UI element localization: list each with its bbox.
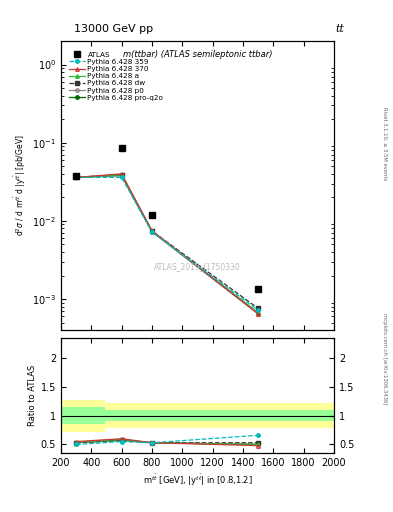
- X-axis label: m$^{t\bar{t}}$ [GeV], |y$^{t\bar{t}}$| in [0.8,1.2]: m$^{t\bar{t}}$ [GeV], |y$^{t\bar{t}}$| i…: [143, 472, 252, 488]
- Text: m(ttbar) (ATLAS semileptonic ttbar): m(ttbar) (ATLAS semileptonic ttbar): [123, 50, 272, 59]
- Legend: ATLAS, Pythia 6.428 359, Pythia 6.428 370, Pythia 6.428 a, Pythia 6.428 dw, Pyth: ATLAS, Pythia 6.428 359, Pythia 6.428 37…: [67, 50, 165, 102]
- Text: ATLAS_2019_I1750330: ATLAS_2019_I1750330: [154, 262, 241, 271]
- Text: tt: tt: [336, 24, 344, 34]
- Y-axis label: Ratio to ATLAS: Ratio to ATLAS: [28, 365, 37, 426]
- Y-axis label: d$^2\sigma$ / d m$^{t\bar{t}}$ d |y$^{t\bar{t}}$| [pb/GeV]: d$^2\sigma$ / d m$^{t\bar{t}}$ d |y$^{t\…: [12, 135, 28, 237]
- Text: Rivet 3.1.10, ≥ 3.5M events: Rivet 3.1.10, ≥ 3.5M events: [382, 106, 387, 180]
- Text: mcplots.cern.ch [arXiv:1306.3436]: mcplots.cern.ch [arXiv:1306.3436]: [382, 313, 387, 404]
- Text: 13000 GeV pp: 13000 GeV pp: [74, 24, 154, 34]
